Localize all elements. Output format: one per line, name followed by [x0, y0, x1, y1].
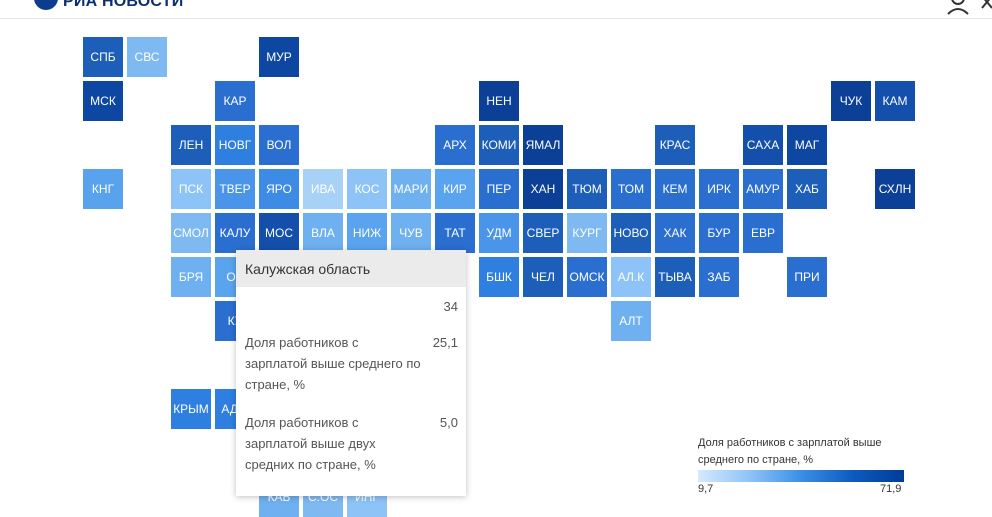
- region-tile[interactable]: АЛ.К: [611, 257, 651, 297]
- region-tile[interactable]: ЧУВ: [391, 213, 431, 253]
- region-tile[interactable]: БРЯ: [171, 257, 211, 297]
- close-icon[interactable]: [980, 0, 992, 14]
- region-tile[interactable]: ИВА: [303, 169, 343, 209]
- region-tile[interactable]: МАРИ: [391, 169, 431, 209]
- region-tile[interactable]: НИЖ: [347, 213, 387, 253]
- tooltip-row-label: Доля работников с зарплатой выше двух ср…: [245, 415, 376, 472]
- region-tile[interactable]: СХЛН: [875, 169, 915, 209]
- region-tile[interactable]: КОС: [347, 169, 387, 209]
- region-tile[interactable]: МСК: [83, 81, 123, 121]
- region-tile[interactable]: ТАТ: [435, 213, 475, 253]
- tooltip-row: Доля работников с зарплатой выше двух ср…: [245, 412, 458, 478]
- region-tooltip: Калужская область 34 Доля работников с з…: [236, 250, 466, 496]
- tile-map: СПБ СВС МУР МСК КАР НЕН ЧУК КАМ ЛЕН НОВГ ВОЛ АРХ КОМ…: [83, 37, 915, 517]
- region-tile[interactable]: АМУР: [743, 169, 783, 209]
- region-tile[interactable]: ЯРО: [259, 169, 299, 209]
- tooltip-row-label: Доля работников с зарплатой выше среднег…: [245, 335, 421, 392]
- region-tile[interactable]: ПСК: [171, 169, 211, 209]
- region-tile[interactable]: ХАБ: [787, 169, 827, 209]
- tooltip-top-row: 34: [245, 296, 458, 318]
- user-icon[interactable]: [946, 0, 970, 16]
- region-tile[interactable]: КАЛУ: [215, 213, 255, 253]
- region-tile[interactable]: КИР: [435, 169, 475, 209]
- region-tile[interactable]: МУР: [259, 37, 299, 77]
- region-tile[interactable]: МОС: [259, 213, 299, 253]
- region-tile[interactable]: ПРИ: [787, 257, 827, 297]
- legend-title: Доля работников с зарплатой выше среднег…: [698, 437, 882, 466]
- region-tile[interactable]: ЛЕН: [171, 125, 211, 165]
- region-tile[interactable]: ТЮМ: [567, 169, 607, 209]
- region-tile[interactable]: ЗАБ: [699, 257, 739, 297]
- region-tile[interactable]: ИРК: [699, 169, 739, 209]
- legend-gradient-bar: [698, 470, 904, 482]
- region-tile[interactable]: САХА: [743, 125, 783, 165]
- region-tile[interactable]: НОВГ: [215, 125, 255, 165]
- site-header: РИА НОВОСТИ: [0, 0, 992, 19]
- region-tile[interactable]: ЕВР: [743, 213, 783, 253]
- region-tile[interactable]: ТВЕР: [215, 169, 255, 209]
- region-tile[interactable]: КАМ: [875, 81, 915, 121]
- region-tile[interactable]: НОВО: [611, 213, 651, 253]
- tooltip-row-value: 25,1: [432, 335, 458, 350]
- region-tile[interactable]: КНГ: [83, 169, 123, 209]
- legend-min-label: 9,7: [698, 483, 714, 495]
- region-tile[interactable]: СМОЛ: [171, 213, 211, 253]
- region-tile[interactable]: ЧУК: [831, 81, 871, 121]
- region-tile[interactable]: СВЕР: [523, 213, 563, 253]
- region-tile[interactable]: МАГ: [787, 125, 827, 165]
- region-tile[interactable]: ОМСК: [567, 257, 607, 297]
- region-tile[interactable]: БУР: [699, 213, 739, 253]
- region-tile[interactable]: СВС: [127, 37, 167, 77]
- region-tile[interactable]: ЧЕЛ: [523, 257, 563, 297]
- region-tile[interactable]: ЯМАЛ: [523, 125, 563, 165]
- legend-max-label: 71,9: [880, 483, 902, 495]
- region-tile[interactable]: ВЛА: [303, 213, 343, 253]
- tooltip-top-value: 34: [443, 299, 458, 314]
- region-tile[interactable]: БШК: [479, 257, 519, 297]
- region-tile[interactable]: КАР: [215, 81, 255, 121]
- logo-icon[interactable]: [34, 0, 58, 10]
- region-tile[interactable]: КРАС: [655, 125, 695, 165]
- region-tile[interactable]: ВОЛ: [259, 125, 299, 165]
- tooltip-row-value: 5,0: [439, 415, 458, 430]
- region-tile[interactable]: НЕН: [479, 81, 519, 121]
- region-tile[interactable]: ХАН: [523, 169, 563, 209]
- region-tile[interactable]: ТЫВА: [655, 257, 695, 297]
- region-tile[interactable]: КУРГ: [567, 213, 607, 253]
- region-tile[interactable]: ПЕР: [479, 169, 519, 209]
- region-tile[interactable]: АЛТ: [611, 301, 651, 341]
- region-tile[interactable]: КЕМ: [655, 169, 695, 209]
- tooltip-title: Калужская область: [236, 250, 466, 287]
- region-tile[interactable]: КОМИ: [479, 125, 519, 165]
- region-tile[interactable]: ХАК: [655, 213, 695, 253]
- region-tile[interactable]: ТОМ: [611, 169, 651, 209]
- region-tile[interactable]: КРЫМ: [171, 389, 211, 429]
- region-tile[interactable]: АРХ: [435, 125, 475, 165]
- tooltip-row: Доля работников с зарплатой выше среднег…: [245, 332, 458, 398]
- region-tile[interactable]: УДМ: [479, 213, 519, 253]
- region-tile[interactable]: СПБ: [83, 37, 123, 77]
- site-logo-text[interactable]: РИА НОВОСТИ: [63, 0, 184, 10]
